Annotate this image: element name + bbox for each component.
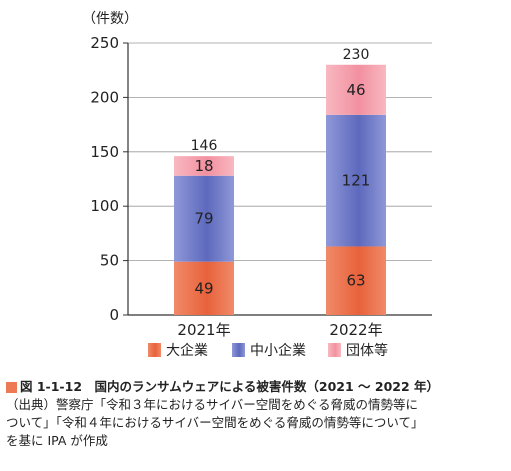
- x-tick-label: 2021年: [177, 321, 230, 339]
- legend-label: 団体等: [346, 342, 388, 359]
- legend-label: 中小企業: [250, 342, 306, 359]
- legend-swatch: [148, 343, 161, 357]
- bar-segment-label: 79: [194, 210, 213, 228]
- legend-swatch: [328, 343, 341, 357]
- bar-segment-label: 18: [194, 157, 213, 175]
- caption-title-text: 図 1-1-12 国内のランサムウェアによる被害件数（2021 ～ 2022 年…: [20, 379, 440, 394]
- y-axis-unit-label: （件数）: [82, 11, 138, 27]
- caption-marker-square: [6, 381, 17, 393]
- bar-segment: [326, 114, 386, 247]
- bar-segment-label: 46: [346, 81, 365, 99]
- y-tick-label: 0: [109, 306, 119, 324]
- bar-segment: [174, 156, 234, 176]
- caption-source-line: （出典）警察庁「令和３年におけるサイバー空間をめぐる脅威の情勢等に: [6, 397, 419, 412]
- bar-segment: [174, 175, 234, 262]
- y-tick-label: 50: [100, 252, 119, 270]
- y-tick-label: 150: [90, 143, 119, 161]
- bar-total-label: 146: [191, 138, 218, 154]
- bar-segment: [174, 261, 234, 315]
- bar-segment-label: 121: [342, 172, 371, 190]
- bar-total-label: 230: [343, 47, 370, 63]
- ransomware-bar-chart: （件数） 0 50 100 150 200 250 49 79 18 146 63 121 46 230…: [82, 11, 432, 359]
- bar-segment: [326, 64, 386, 115]
- caption-source-line: ついて」「令和４年におけるサイバー空間をめぐる脅威の情勢等について」: [6, 415, 424, 430]
- bar-segment-label: 49: [194, 279, 213, 297]
- legend-swatch: [232, 343, 245, 357]
- x-tick-label: 2022年: [329, 321, 382, 339]
- y-tick-label: 100: [90, 197, 119, 215]
- caption-source-line: を基に IPA が作成: [6, 433, 108, 448]
- caption-title: 図 1-1-12 国内のランサムウェアによる被害件数（2021 ～ 2022 年…: [6, 378, 506, 396]
- bars: 49 79 18 146 63 121 46 230: [174, 47, 386, 315]
- y-tick-label: 200: [90, 88, 119, 106]
- figure-caption: 図 1-1-12 国内のランサムウェアによる被害件数（2021 ～ 2022 年…: [6, 378, 506, 450]
- bar-segment: [326, 246, 386, 315]
- y-axis-ticks: 0 50 100 150 200 250: [90, 34, 119, 324]
- y-tick-label: 250: [90, 34, 119, 52]
- legend-label: 大企業: [166, 342, 208, 359]
- x-axis-ticks: 2021年 2022年: [177, 321, 382, 339]
- legend: 大企業 中小企業 団体等: [148, 342, 388, 359]
- bar-segment-label: 63: [346, 272, 365, 290]
